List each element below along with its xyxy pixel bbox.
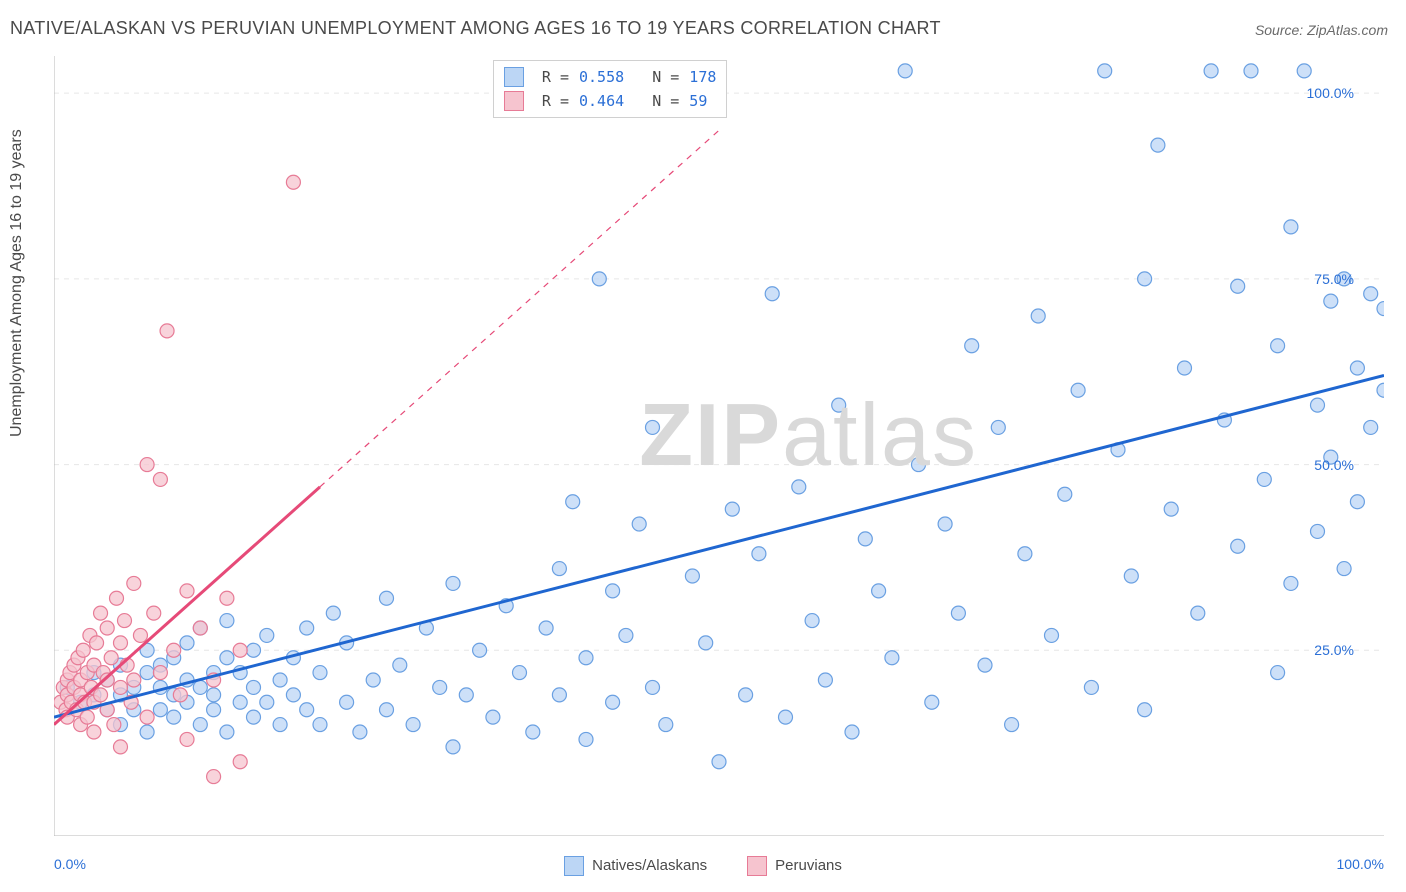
source-cite: Source: ZipAtlas.com <box>1255 22 1388 38</box>
y-tick-label: 50.0% <box>1314 457 1354 473</box>
plot-svg <box>54 56 1384 836</box>
correlation-legend: R = 0.558 N = 178 R = 0.464 N = 59 <box>493 60 728 118</box>
scatter-plot: ZIPatlas R = 0.558 N = 178 R = 0.464 N =… <box>54 56 1384 836</box>
x-axis-max: 100.0% <box>1337 856 1384 872</box>
legend-peruvians: Peruvians <box>747 856 842 876</box>
y-tick-label: 25.0% <box>1314 642 1354 658</box>
legend-natives: Natives/Alaskans <box>564 856 707 876</box>
y-tick-label: 100.0% <box>1307 85 1354 101</box>
bottom-legend: 0.0% Natives/Alaskans Peruvians 100.0% <box>0 856 1406 876</box>
y-tick-label: 75.0% <box>1314 271 1354 287</box>
y-axis-label: Unemployment Among Ages 16 to 19 years <box>8 129 26 437</box>
x-axis-min: 0.0% <box>54 856 86 872</box>
page-title: NATIVE/ALASKAN VS PERUVIAN UNEMPLOYMENT … <box>10 18 941 39</box>
